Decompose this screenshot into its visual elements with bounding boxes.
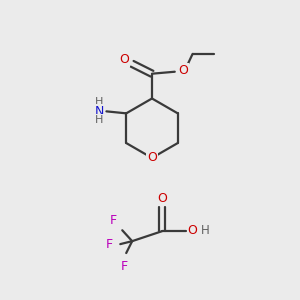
Text: F: F	[110, 214, 117, 227]
Text: O: O	[119, 53, 129, 66]
Text: N: N	[94, 105, 104, 118]
Text: O: O	[188, 224, 197, 237]
Text: O: O	[178, 64, 188, 77]
Text: F: F	[106, 238, 113, 250]
Text: O: O	[157, 192, 167, 205]
Text: H: H	[95, 98, 103, 107]
Text: O: O	[147, 152, 157, 164]
Text: F: F	[121, 260, 128, 273]
Text: H: H	[95, 115, 103, 125]
Text: H: H	[201, 224, 210, 237]
